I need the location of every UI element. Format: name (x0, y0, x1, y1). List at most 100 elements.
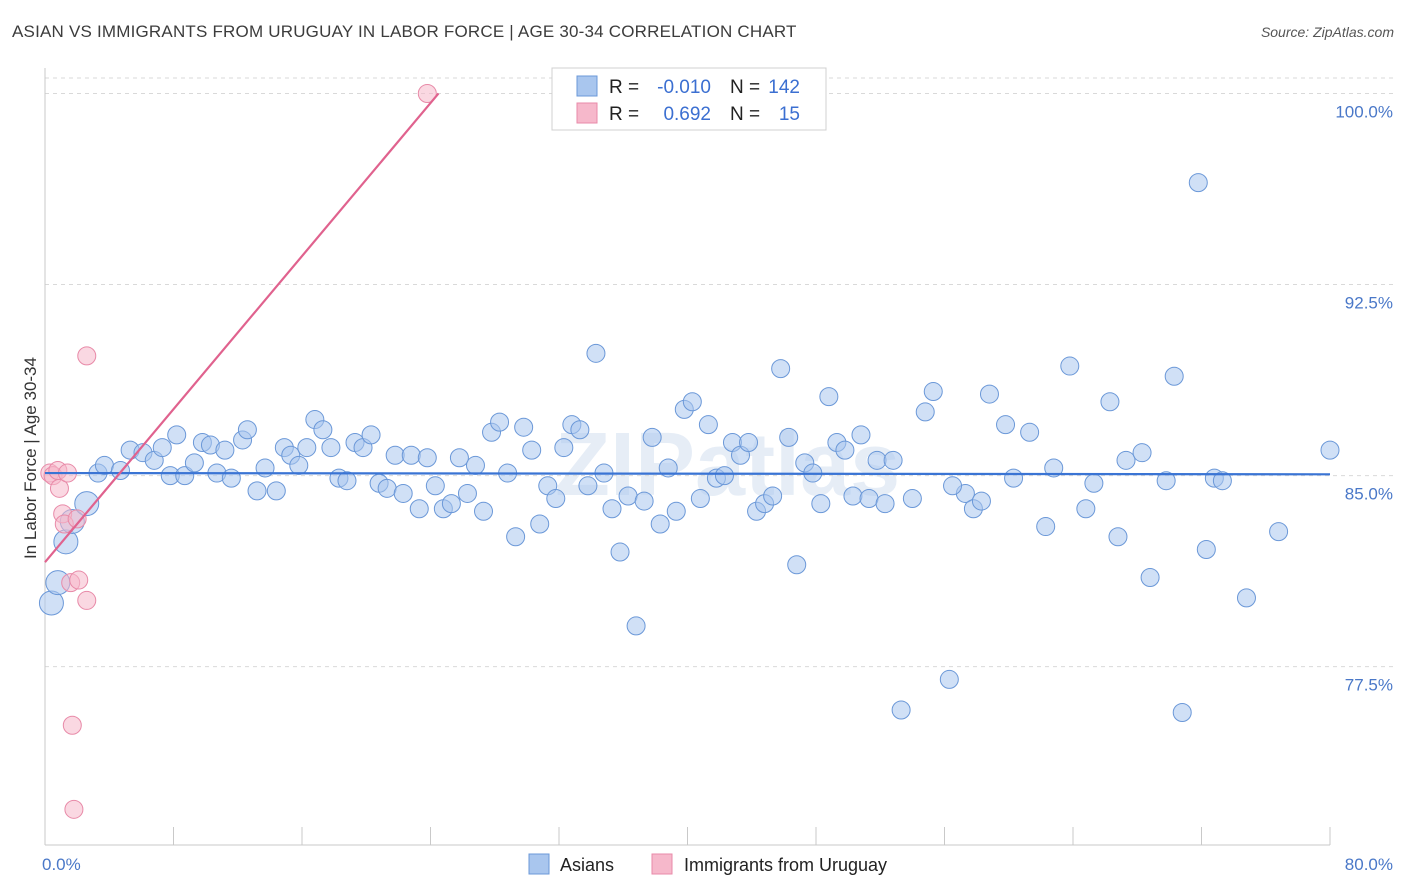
asians-point-87 (763, 486, 783, 506)
asians-point-112 (1020, 422, 1040, 442)
asians-point-4 (74, 491, 100, 517)
asians-point-132 (1320, 440, 1340, 460)
asians-point-53 (490, 412, 510, 432)
bottom-legend-label-asians: Asians (560, 855, 614, 875)
asians-point-120 (1116, 450, 1136, 470)
asians-point-71 (634, 491, 654, 511)
asians-point-51 (474, 501, 494, 521)
asians-point-98 (851, 425, 871, 445)
asians-point-41 (393, 483, 413, 503)
asians-point-32 (321, 438, 341, 458)
asians-point-25 (266, 481, 286, 501)
asians-point-29 (297, 438, 317, 458)
y-tick-label-2: 92.5% (1345, 294, 1393, 313)
asians-point-81 (714, 466, 734, 486)
asians-point-89 (779, 427, 799, 447)
bottom-legend-label-uruguay: Immigrants from Uruguay (684, 855, 887, 875)
gridlines (45, 77, 1393, 668)
x-tick-label-min: 0.0% (42, 855, 81, 874)
asians-point-111 (1004, 468, 1024, 488)
legend-n-label-uruguay: N = (730, 104, 760, 125)
source-credit: Source: ZipAtlas.com (1260, 24, 1394, 40)
asians-point-6 (94, 455, 114, 475)
asians-point-45 (425, 476, 445, 496)
bottom-legend: Asians Immigrants from Uruguay (528, 853, 887, 875)
asians-point-117 (1084, 473, 1104, 493)
asians-point-104 (923, 382, 943, 402)
asians-point-125 (1172, 703, 1192, 723)
uruguay-point-8 (62, 715, 82, 735)
asians-point-127 (1196, 539, 1216, 559)
legend-r-value-uruguay: 0.692 (663, 104, 711, 125)
legend-r-label-uruguay: R = (609, 104, 639, 125)
asians-point-131 (1269, 522, 1289, 542)
asians-point-99 (859, 489, 879, 509)
uruguay-point-14 (417, 83, 437, 103)
legend-n-value-asians: 142 (768, 77, 800, 98)
asians-point-102 (883, 450, 903, 470)
asians-point-61 (554, 438, 574, 458)
asians-point-14 (175, 466, 195, 486)
asians-point-68 (610, 542, 630, 562)
asians-point-113 (1036, 517, 1056, 537)
asians-point-43 (409, 499, 429, 519)
bottom-legend-swatch-asians (528, 853, 550, 875)
asians-point-105 (939, 669, 959, 689)
asians-point-20 (221, 468, 241, 488)
asians-point-42 (401, 445, 421, 465)
asians-point-116 (1076, 499, 1096, 519)
asians-point-28 (289, 455, 309, 475)
uruguay-point-10 (67, 509, 87, 529)
top-legend: R = -0.010 N = 142 R = 0.692 N = 15 (551, 67, 827, 131)
y-tick-label-1: 85.0% (1345, 485, 1393, 504)
asians-point-119 (1108, 527, 1128, 547)
asians-point-34 (337, 471, 357, 491)
asians-point-31 (313, 420, 333, 440)
asians-point-56 (514, 417, 534, 437)
watermark: ZIPatlas (555, 415, 900, 515)
asians-point-101 (875, 494, 895, 514)
asians-point-47 (441, 494, 461, 514)
legend-swatch-asians (576, 75, 598, 97)
asians-point-100 (867, 450, 887, 470)
asians-point-22 (237, 420, 257, 440)
asians-point-57 (522, 440, 542, 460)
asians-point-96 (835, 440, 855, 460)
asians-point-69 (618, 486, 638, 506)
legend-r-value-asians: -0.010 (657, 77, 711, 98)
y-tick-label-0: 77.5% (1345, 676, 1393, 695)
asians-point-23 (247, 481, 267, 501)
asians-point-67 (602, 499, 622, 519)
asians-point-70 (626, 616, 646, 636)
asians-point-50 (465, 455, 485, 475)
asians-point-93 (811, 494, 831, 514)
asians-point-122 (1140, 568, 1160, 588)
asians-point-40 (385, 445, 405, 465)
uruguay-point-9 (64, 799, 84, 819)
asians-point-60 (546, 489, 566, 509)
asians-point-63 (570, 420, 590, 440)
asians-point-75 (666, 501, 686, 521)
asians-point-19 (215, 440, 235, 460)
asians-point-134 (943, 476, 963, 496)
asians-point-65 (586, 343, 606, 363)
uruguay-trend-line (44, 92, 440, 563)
asians-point-103 (915, 402, 935, 422)
asians-point-84 (739, 432, 759, 452)
uruguay-point-13 (77, 346, 97, 366)
asians-point-123 (1156, 471, 1176, 491)
asians-point-97 (843, 486, 863, 506)
bottom-legend-swatch-uruguay (651, 853, 673, 875)
asians-point-73 (650, 514, 670, 534)
asians-point-129 (1212, 471, 1232, 491)
asians-point-13 (167, 425, 187, 445)
asians-point-64 (578, 476, 598, 496)
legend-n-value-uruguay: 15 (779, 104, 800, 125)
y-tick-labels: 77.5% 85.0% 92.5% 100.0% (1335, 102, 1393, 694)
asians-point-48 (449, 448, 469, 468)
asians-point-72 (642, 427, 662, 447)
asians-point-108 (971, 491, 991, 511)
asians-point-77 (682, 392, 702, 412)
y-tick-label-3: 100.0% (1335, 102, 1393, 121)
